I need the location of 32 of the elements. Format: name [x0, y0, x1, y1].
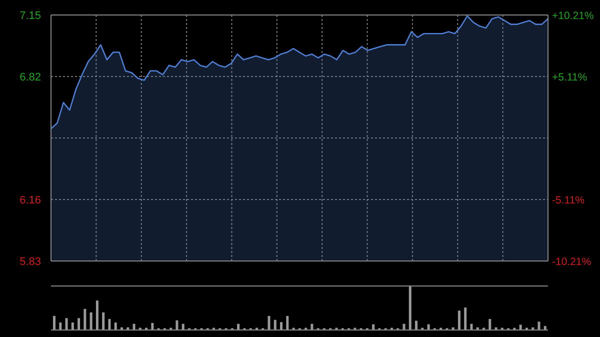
y2-tick-label: +5.11%	[552, 71, 588, 84]
bar	[286, 316, 289, 330]
y2-tick-label: -10.21%	[552, 256, 592, 268]
bar	[96, 300, 98, 330]
bar	[268, 316, 270, 330]
bar	[114, 322, 117, 330]
y2-tick-label: +10.21%	[552, 10, 594, 22]
bar	[84, 308, 86, 330]
bar	[78, 318, 80, 330]
bar	[53, 316, 56, 330]
bar	[464, 308, 467, 330]
bar	[538, 322, 540, 330]
y-tick-label: 7.15	[20, 10, 41, 22]
bar	[274, 320, 276, 330]
bar	[280, 322, 283, 330]
bar	[488, 319, 492, 330]
bar	[102, 312, 105, 330]
bar	[65, 318, 68, 330]
bar	[519, 324, 522, 330]
bar	[108, 319, 111, 330]
bar	[71, 322, 74, 330]
y2-tick-label: -5.11%	[552, 194, 584, 207]
bar	[59, 322, 62, 330]
bar	[458, 310, 460, 330]
bar	[408, 286, 412, 330]
bar	[176, 320, 178, 330]
bar	[415, 320, 418, 330]
y-tick-label: 6.82	[20, 72, 41, 84]
bar	[151, 322, 154, 330]
y-tick-label: 5.83	[20, 256, 41, 268]
y-tick-label: 6.16	[20, 194, 41, 206]
bar	[90, 312, 92, 330]
